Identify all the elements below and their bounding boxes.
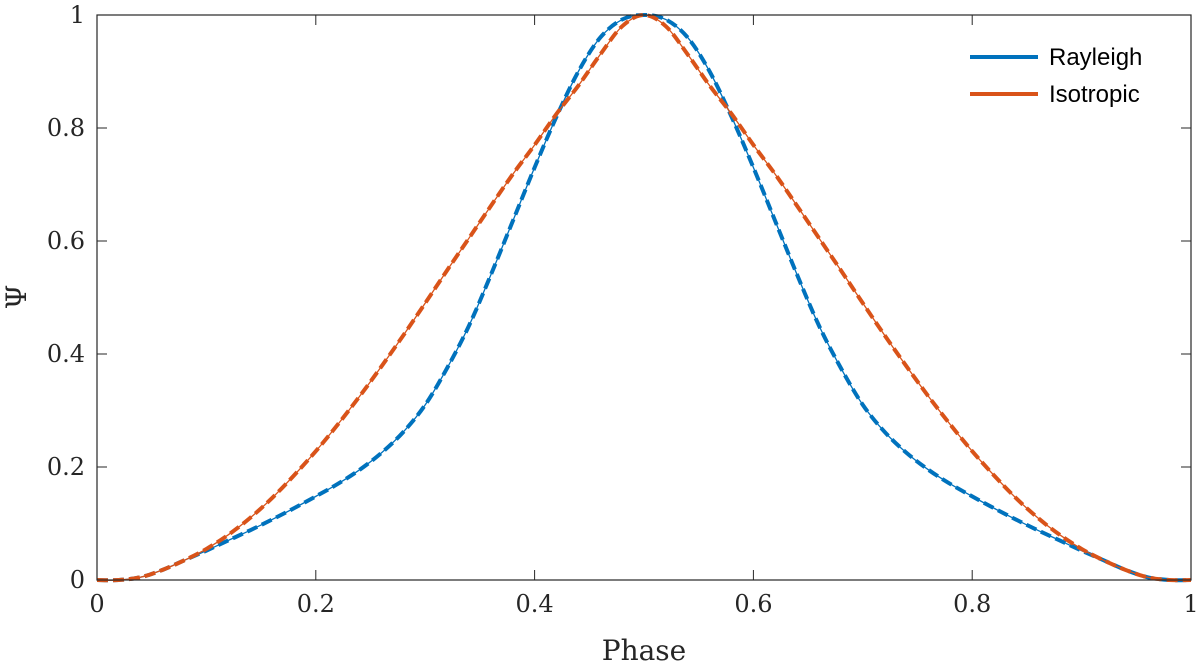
y-tick-label: 0 — [70, 566, 85, 594]
x-tick-label: 0.8 — [953, 590, 991, 618]
axes-box — [96, 14, 1192, 581]
y-tick-label: 0.4 — [47, 340, 85, 368]
y-tick-label: 0.8 — [47, 114, 85, 142]
legend-label-isotropic: Isotropic — [1049, 81, 1140, 108]
y-axis-label: Ψ — [0, 285, 33, 310]
y-tick-label: 0.6 — [47, 227, 85, 255]
x-tick-label: 1 — [1183, 590, 1198, 618]
x-tick-label: 0.4 — [516, 590, 554, 618]
ticks-layer: 0 0.2 0.4 0.6 0.8 1 0 0.2 0.4 0.6 0.8 1 — [47, 1, 1199, 618]
legend-label-rayleigh: Rayleigh — [1049, 44, 1142, 71]
x-tick-label: 0.2 — [297, 590, 335, 618]
y-tick-label: 1 — [70, 1, 85, 29]
x-tick-label: 0 — [89, 590, 104, 618]
x-axis-label: Phase — [602, 634, 687, 665]
legend-box — [960, 38, 1175, 116]
x-tick-label: 0.6 — [734, 590, 772, 618]
y-tick-label: 0.2 — [47, 453, 85, 481]
series-dashed-line-isotropic — [96, 12, 1192, 583]
legend: Rayleigh Isotropic — [960, 38, 1175, 116]
